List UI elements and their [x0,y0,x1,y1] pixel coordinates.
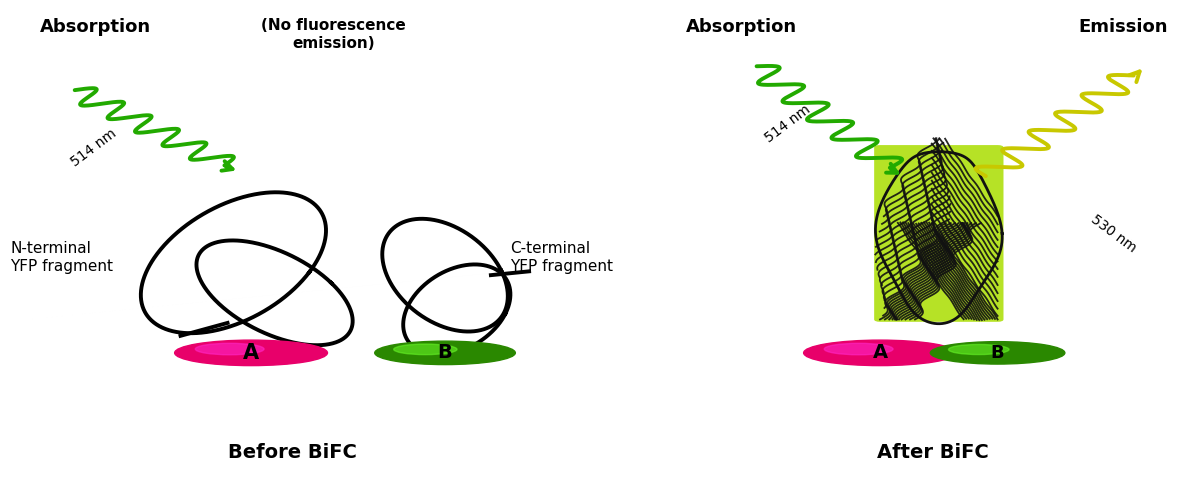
Text: A: A [873,344,888,363]
Text: A: A [243,343,259,363]
Text: Before BiFC: Before BiFC [227,443,356,462]
Ellipse shape [948,345,1009,355]
Text: Emission: Emission [1079,18,1169,36]
Ellipse shape [824,343,893,355]
Text: Absorption: Absorption [686,18,797,36]
Ellipse shape [174,340,328,365]
FancyBboxPatch shape [874,145,1004,322]
Text: 514 nm: 514 nm [762,102,813,145]
Text: 530 nm: 530 nm [1088,212,1139,255]
Ellipse shape [394,344,457,355]
Text: B: B [991,344,1004,362]
Text: 514 nm: 514 nm [69,126,120,169]
Ellipse shape [195,343,264,355]
Text: C-terminal
YFP fragment: C-terminal YFP fragment [509,241,612,274]
Ellipse shape [375,341,515,364]
Text: B: B [438,344,452,363]
Text: After BiFC: After BiFC [877,443,989,462]
Text: Absorption: Absorption [39,18,150,36]
Text: N-terminal
YFP fragment: N-terminal YFP fragment [9,241,112,274]
Text: (No fluorescence
emission): (No fluorescence emission) [260,18,406,51]
Ellipse shape [804,340,957,365]
Ellipse shape [931,342,1064,364]
